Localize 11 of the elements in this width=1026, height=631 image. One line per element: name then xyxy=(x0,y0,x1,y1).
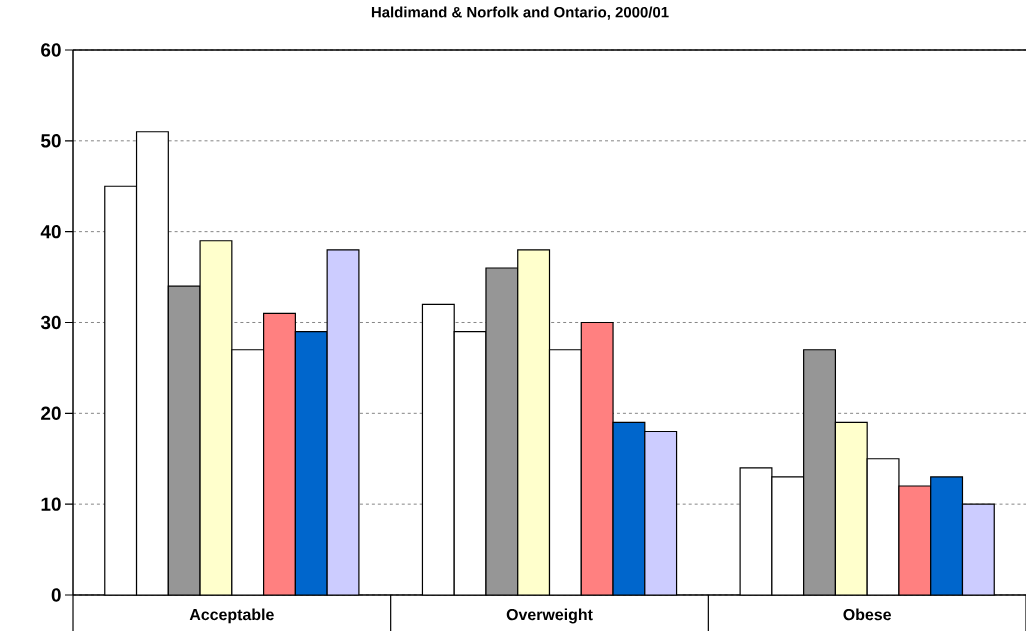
y-tick-label: 40 xyxy=(40,224,61,239)
y-tick-label: 10 xyxy=(41,497,61,511)
y-tick-label: 50 xyxy=(41,134,61,148)
y-tick-label: 0 xyxy=(51,588,61,602)
x-tick-label: Obese xyxy=(843,608,891,621)
y-tick-label: 20 xyxy=(41,406,61,421)
x-tick-label: Overweight xyxy=(506,608,593,624)
y-tick-label: 30 xyxy=(40,315,61,330)
y-tick-label: 60 xyxy=(41,43,61,57)
chart-title: Haldimand & Norfolk and Ontario, 2000/01 xyxy=(371,6,669,20)
x-tick-label: Acceptable xyxy=(189,608,274,624)
